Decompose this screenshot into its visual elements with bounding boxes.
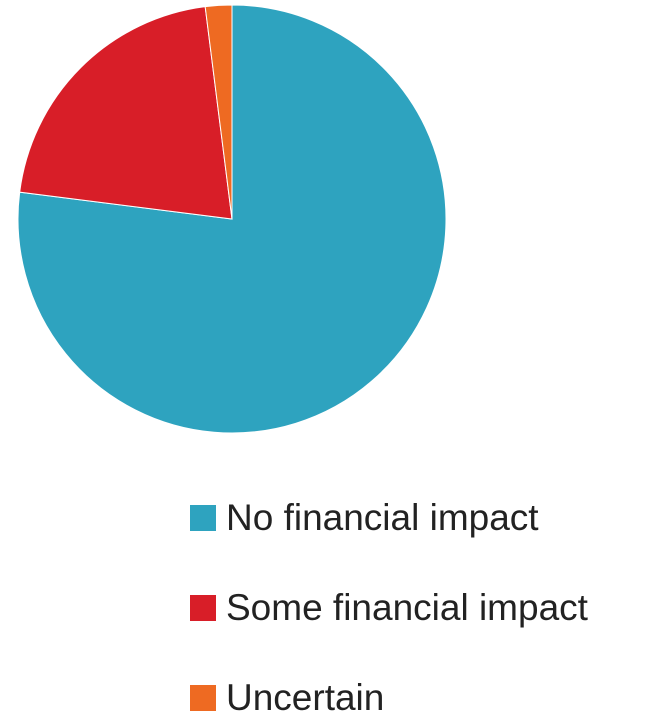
pie-slice-some-financial-impact	[19, 6, 233, 220]
legend-label-some-financial-impact: Some financial impact	[226, 587, 588, 628]
legend-item-some-financial-impact: Some financial impact	[190, 582, 588, 634]
legend-item-no-financial-impact: No financial impact	[190, 492, 588, 544]
legend-swatch-no-financial-impact	[190, 505, 216, 531]
pie-chart	[17, 4, 447, 434]
legend-label-uncertain: Uncertain	[226, 677, 385, 718]
legend-swatch-uncertain	[190, 685, 216, 711]
pie-slice-no-financial-impact	[17, 4, 447, 434]
legend-item-uncertain: Uncertain	[190, 672, 588, 724]
pie-slice-uncertain	[204, 4, 233, 220]
chart-legend: No financial impact Some financial impac…	[190, 492, 588, 724]
legend-swatch-some-financial-impact	[190, 595, 216, 621]
legend-label-no-financial-impact: No financial impact	[226, 497, 539, 538]
